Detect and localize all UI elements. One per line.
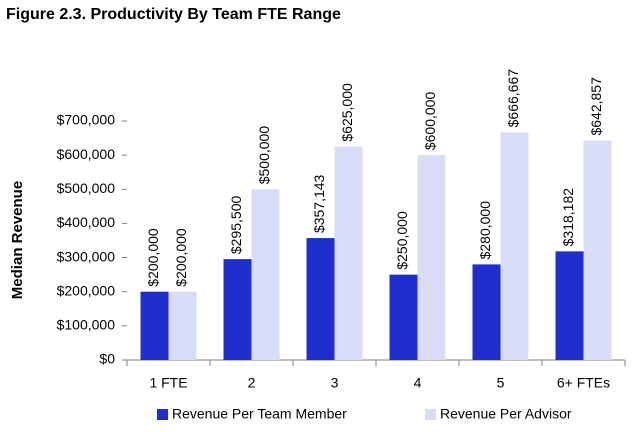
- y-tick-label: $200,000: [57, 282, 116, 298]
- bar: [417, 155, 446, 360]
- y-tick-label: $300,000: [57, 248, 116, 264]
- legend-swatch: [425, 409, 436, 420]
- y-tick-label: $700,000: [57, 112, 116, 128]
- bar: [140, 291, 169, 360]
- x-tick-label: 1 FTE: [149, 375, 187, 391]
- legend-label: Revenue Per Team Member: [172, 406, 347, 422]
- x-tick-label: 4: [414, 375, 422, 391]
- bar: [389, 274, 418, 360]
- x-tick-label: 6+ FTEs: [557, 375, 610, 391]
- data-label: $200,000: [145, 228, 161, 287]
- bar: [583, 140, 612, 360]
- x-tick-label: 5: [497, 375, 505, 391]
- x-tick-label: 3: [331, 375, 339, 391]
- y-axis-title: Median Revenue: [9, 181, 26, 299]
- bar: [334, 146, 363, 360]
- data-label: $357,143: [311, 174, 327, 233]
- y-tick-label: $600,000: [57, 146, 116, 162]
- bar: [223, 259, 252, 360]
- bar: [472, 264, 501, 360]
- bar: [500, 132, 529, 360]
- data-label: $642,857: [588, 77, 604, 136]
- bar: [251, 189, 280, 360]
- y-tick-label: $400,000: [57, 214, 116, 230]
- y-tick-label: $500,000: [57, 180, 116, 196]
- data-label: $318,182: [560, 188, 576, 247]
- bar: [168, 291, 197, 360]
- y-tick-label: $100,000: [57, 317, 116, 333]
- data-label: $500,000: [256, 126, 272, 185]
- y-tick-label: $0: [99, 351, 115, 367]
- data-label: $295,500: [228, 196, 244, 255]
- legend-swatch: [157, 409, 168, 420]
- data-label: $666,667: [505, 69, 521, 128]
- data-label: $600,000: [422, 92, 438, 151]
- data-label: $280,000: [477, 201, 493, 260]
- bar: [555, 251, 584, 360]
- legend-label: Revenue Per Advisor: [440, 406, 572, 422]
- chart-title: Figure 2.3. Productivity By Team FTE Ran…: [6, 6, 341, 23]
- data-label: $200,000: [173, 228, 189, 287]
- bar: [306, 238, 335, 360]
- data-label: $625,000: [339, 83, 355, 142]
- x-tick-label: 2: [248, 375, 256, 391]
- data-label: $250,000: [394, 211, 410, 270]
